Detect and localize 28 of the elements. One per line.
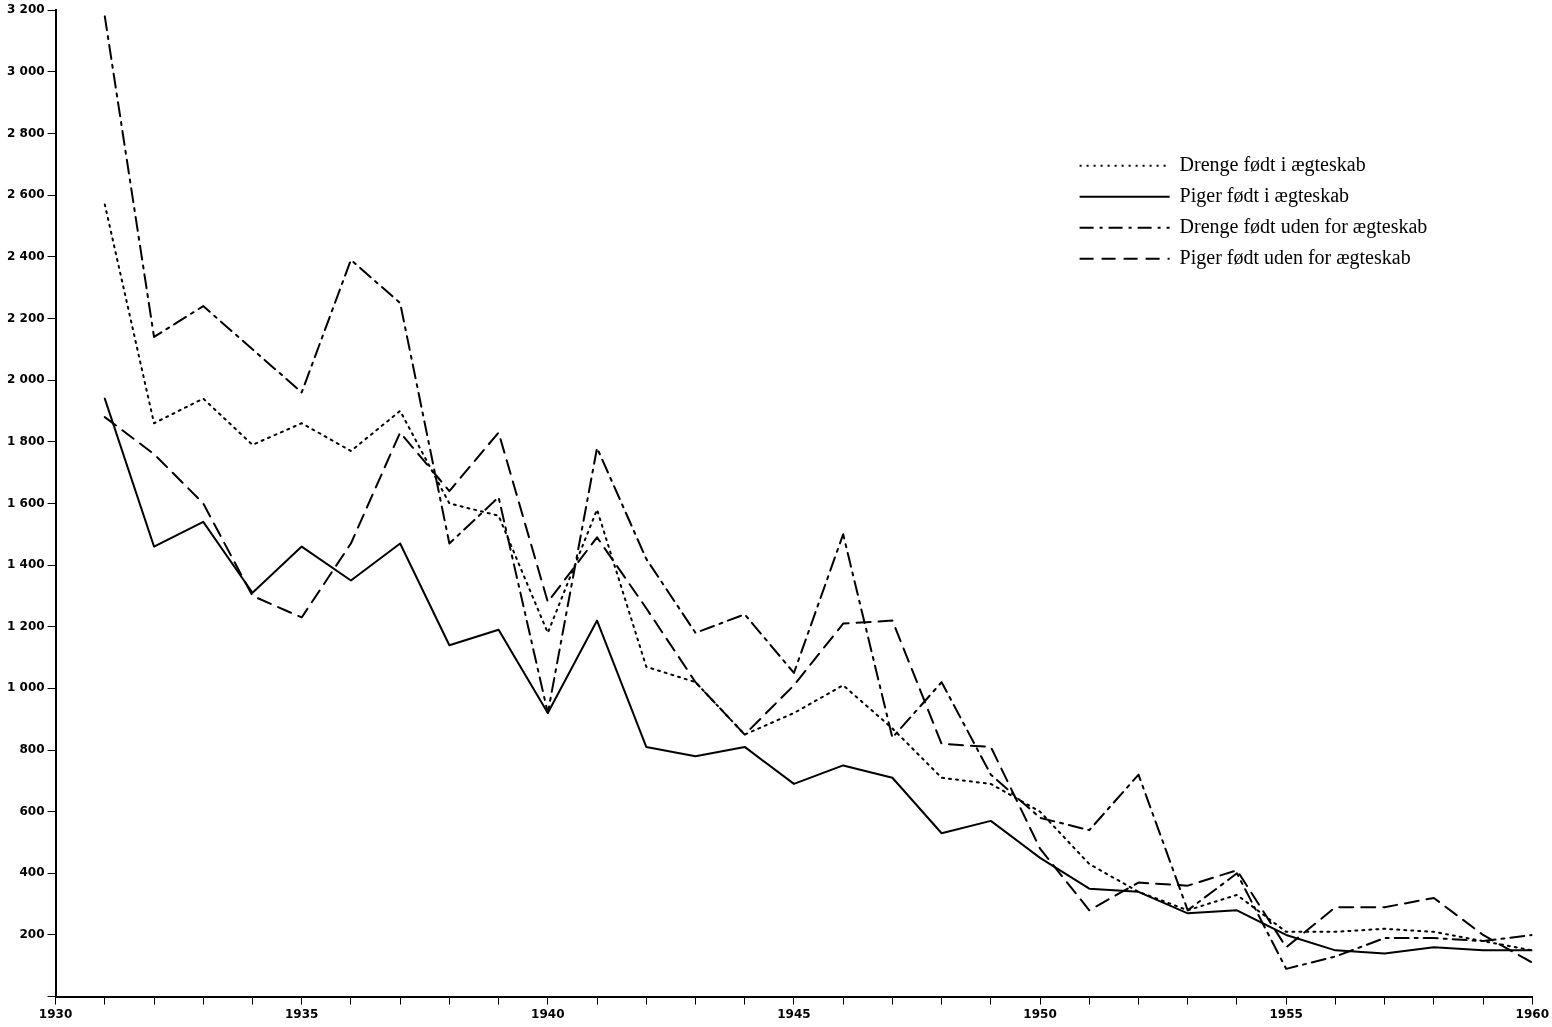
y-tick-label: 2 600 — [7, 187, 45, 202]
y-tick-label: 2 200 — [7, 310, 45, 325]
x-tick-label: 1940 — [531, 1006, 565, 1021]
legend-label: Piger født uden for ægteskab — [1179, 245, 1411, 269]
y-tick-label: 800 — [19, 742, 45, 757]
y-tick-label: 2 000 — [7, 372, 45, 387]
y-tick-label: 3 000 — [7, 63, 45, 78]
x-tick-label: 1930 — [38, 1006, 73, 1021]
legend-label: Piger født i ægteskab — [1179, 183, 1350, 207]
y-tick-label: 2 400 — [7, 248, 45, 263]
y-tick-label: 3 200 — [7, 2, 45, 17]
line-series — [103, 15, 1533, 970]
y-tick-label: 1 800 — [7, 433, 45, 448]
x-tick-label: 1935 — [284, 1006, 319, 1021]
y-tick-label: 400 — [19, 865, 45, 880]
y-tick-label: 1 400 — [7, 557, 45, 572]
x-tick-label: 1945 — [777, 1006, 811, 1021]
y-tick-label: 1 000 — [7, 680, 45, 695]
y-tick-label: 200 — [19, 927, 45, 942]
x-tick-label: 1955 — [1269, 1006, 1303, 1021]
x-tick-label: 1960 — [1515, 1006, 1549, 1021]
y-tick-label: 1 200 — [7, 618, 45, 633]
legend-label: Drenge født i ægteskab — [1179, 152, 1366, 176]
y-tick-label: 1 600 — [7, 495, 45, 510]
y-tick-label: 2 800 — [7, 125, 45, 140]
y-tick-label: 600 — [19, 803, 45, 818]
x-tick-label: 1950 — [1023, 1006, 1057, 1021]
legend-label: Drenge født uden for ægteskab — [1179, 214, 1428, 238]
